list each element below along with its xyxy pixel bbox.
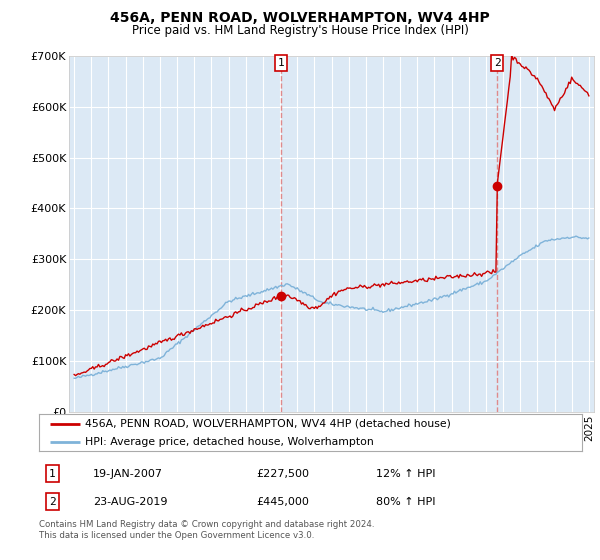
Text: £445,000: £445,000 [256, 497, 309, 507]
Text: HPI: Average price, detached house, Wolverhampton: HPI: Average price, detached house, Wolv… [85, 437, 374, 447]
Text: Contains HM Land Registry data © Crown copyright and database right 2024.
This d: Contains HM Land Registry data © Crown c… [39, 520, 374, 540]
Text: 80% ↑ HPI: 80% ↑ HPI [376, 497, 435, 507]
Text: 2: 2 [494, 58, 500, 68]
Text: 1: 1 [278, 58, 284, 68]
Text: 1: 1 [49, 469, 56, 479]
Text: 2: 2 [49, 497, 56, 507]
Text: 19-JAN-2007: 19-JAN-2007 [94, 469, 163, 479]
Text: Price paid vs. HM Land Registry's House Price Index (HPI): Price paid vs. HM Land Registry's House … [131, 24, 469, 37]
Text: 23-AUG-2019: 23-AUG-2019 [94, 497, 168, 507]
Text: 456A, PENN ROAD, WOLVERHAMPTON, WV4 4HP: 456A, PENN ROAD, WOLVERHAMPTON, WV4 4HP [110, 11, 490, 25]
Text: 12% ↑ HPI: 12% ↑ HPI [376, 469, 435, 479]
Text: £227,500: £227,500 [256, 469, 309, 479]
Text: 456A, PENN ROAD, WOLVERHAMPTON, WV4 4HP (detached house): 456A, PENN ROAD, WOLVERHAMPTON, WV4 4HP … [85, 418, 451, 428]
